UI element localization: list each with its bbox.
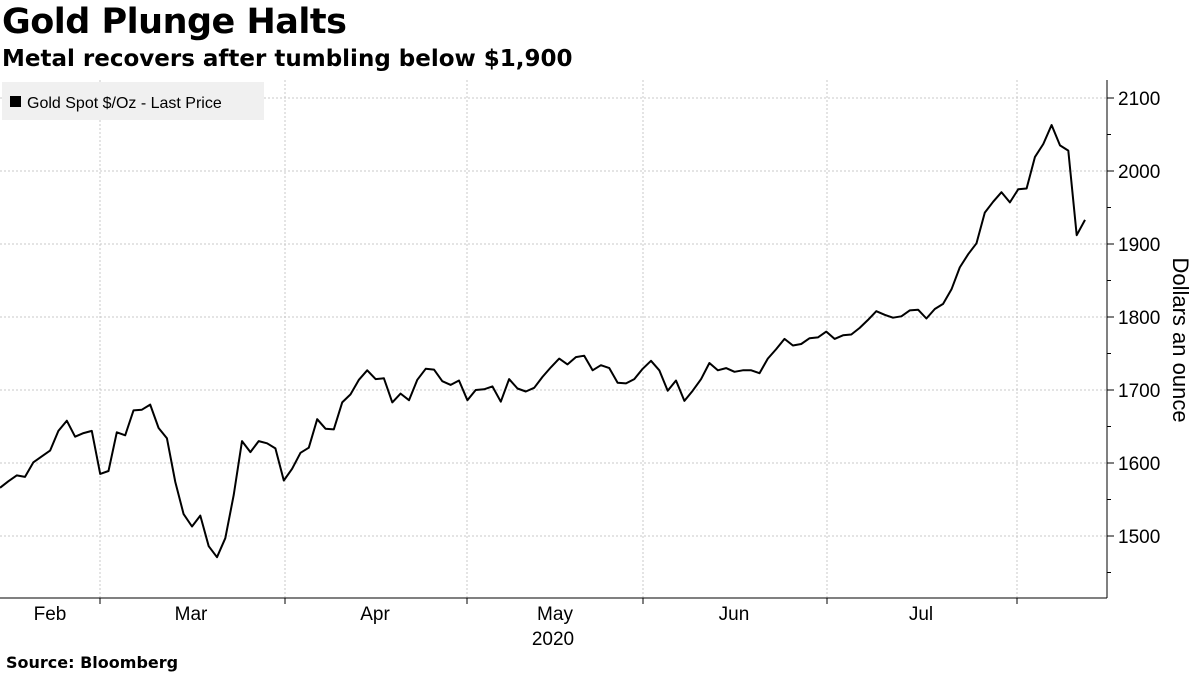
x-tick-label: May (537, 604, 573, 625)
y-tick-label: 1700 (1118, 381, 1160, 402)
x-tick-label: Jun (719, 604, 750, 625)
series-layer (0, 124, 1086, 559)
x-tick-label: Apr (360, 604, 390, 625)
y-tick-label: 2100 (1118, 89, 1160, 110)
x-year-label: 2020 (532, 629, 574, 650)
series-line-gold-spot (0, 124, 1086, 559)
legend: Gold Spot $/Oz - Last Price (2, 82, 264, 120)
legend-background (2, 82, 264, 120)
x-tick-label: Jul (909, 604, 933, 625)
line-chart: 1500 1600 1700 1800 1900 2000 2100 Feb Mar Apr May… (0, 80, 1193, 650)
y-tick-label: 2000 (1118, 162, 1160, 183)
legend-swatch (10, 96, 21, 107)
x-tick-label: Mar (175, 604, 208, 625)
chart-title: Gold Plunge Halts (2, 2, 347, 42)
x-tick-label: Feb (34, 604, 67, 625)
legend-label: Gold Spot $/Oz - Last Price (27, 95, 222, 112)
y-tick-label: 1800 (1118, 308, 1160, 329)
axes: 1500 1600 1700 1800 1900 2000 2100 Feb Mar Apr May… (0, 80, 1160, 625)
y-tick-label: 1500 (1118, 527, 1160, 548)
y-tick-label: 1900 (1118, 235, 1160, 256)
chart-subtitle: Metal recovers after tumbling below $1,9… (2, 46, 573, 72)
gridlines (0, 80, 1107, 598)
source-note: Source: Bloomberg (6, 653, 179, 672)
y-axis-title: Dollars an ounce (1168, 257, 1193, 422)
y-tick-label: 1600 (1118, 454, 1160, 475)
